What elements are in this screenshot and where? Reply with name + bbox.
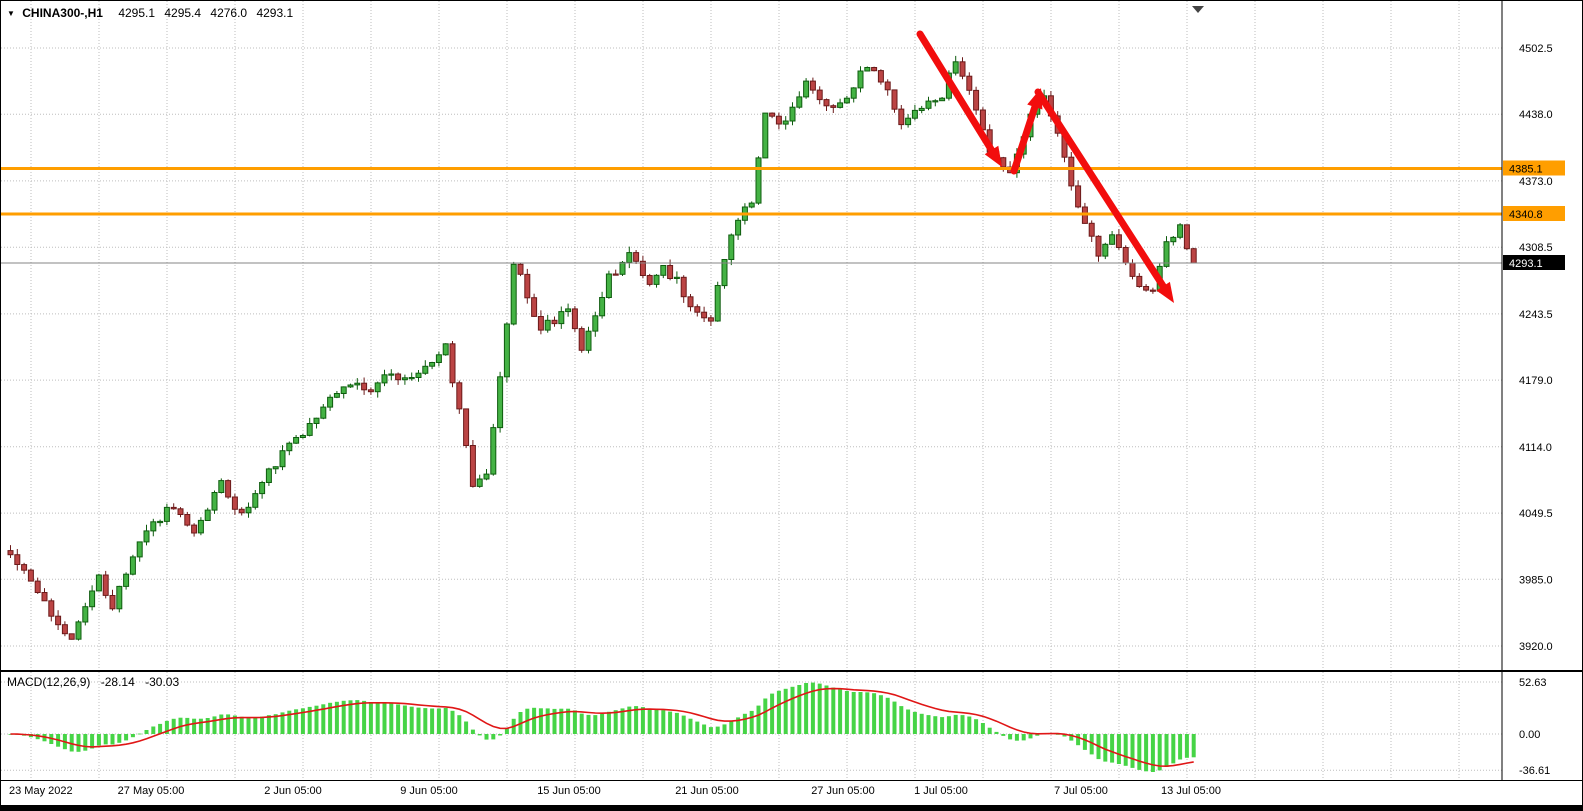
svg-text:3985.0: 3985.0 — [1519, 574, 1553, 586]
svg-text:4114.0: 4114.0 — [1519, 442, 1552, 454]
trend-arrows[interactable] — [916, 30, 1174, 303]
macd-label: MACD(12,26,9) — [7, 675, 91, 689]
time-label: 21 Jun 05:00 — [675, 785, 739, 797]
panel-separator[interactable] — [1, 670, 1582, 672]
time-label: 27 Jun 05:00 — [811, 785, 875, 797]
symbol-period-label: CHINA300-,H1 — [22, 6, 103, 20]
time-axis[interactable]: 23 May 2022 27 May 05:00 2 Jun 05:00 9 Jun … — [1, 782, 1582, 803]
price-grid — [1, 1, 1502, 670]
macd-indicator-canvas[interactable]: 52.63 0.00 -36.61 — [1, 672, 1583, 780]
svg-text:4373.0: 4373.0 — [1519, 176, 1553, 188]
symbol-dropdown-icon[interactable]: ▼ — [7, 9, 15, 18]
price-chart-canvas[interactable]: 4502.5 4438.0 4373.0 4308.5 4243.5 4179.0 4114… — [1, 1, 1583, 670]
time-label: 1 Jul 05:00 — [914, 785, 968, 797]
svg-text:4308.5: 4308.5 — [1519, 242, 1553, 254]
macd-scale[interactable]: 52.63 0.00 -36.61 — [1501, 672, 1583, 780]
svg-text:4502.5: 4502.5 — [1519, 43, 1553, 55]
svg-text:0.00: 0.00 — [1519, 729, 1540, 741]
svg-text:52.63: 52.63 — [1519, 677, 1547, 689]
macd-main-value: -28.14 — [100, 675, 135, 689]
svg-text:4243.5: 4243.5 — [1519, 309, 1553, 321]
chart-shift-marker-icon[interactable] — [1192, 6, 1204, 13]
macd-signal-value: -30.03 — [145, 675, 180, 689]
time-label: 27 May 05:00 — [117, 785, 185, 797]
current-price-badge — [1503, 255, 1565, 270]
price-scale[interactable]: 4502.5 4438.0 4373.0 4308.5 4243.5 4179.0 4114… — [1501, 1, 1583, 670]
time-label: 9 Jun 05:00 — [400, 785, 458, 797]
time-label: 13 Jul 05:00 — [1161, 785, 1221, 797]
time-label: 15 Jun 05:00 — [537, 785, 601, 797]
close-value: 4293.1 — [256, 6, 294, 20]
resistance-level-lines[interactable] — [1, 167, 1502, 216]
open-value: 4295.1 — [118, 6, 156, 20]
candles — [7, 55, 1197, 641]
time-label: 23 May 2022 — [9, 785, 73, 797]
macd-bottom-border — [1, 780, 1582, 781]
macd-histogram — [8, 682, 1196, 772]
svg-text:4049.5: 4049.5 — [1519, 508, 1553, 520]
svg-text:4340.8: 4340.8 — [1509, 209, 1543, 221]
time-label: 2 Jun 05:00 — [264, 785, 322, 797]
ohlc-header: ▼ CHINA300-,H1 4295.1 4295.4 4276.0 4293… — [7, 6, 299, 20]
bottom-scrollbar[interactable] — [1, 805, 1582, 810]
time-label: 7 Jul 05:00 — [1054, 785, 1108, 797]
svg-text:4179.0: 4179.0 — [1519, 375, 1553, 387]
svg-text:-36.61: -36.61 — [1519, 765, 1550, 777]
svg-text:4385.1: 4385.1 — [1509, 164, 1543, 176]
high-value: 4295.4 — [164, 6, 202, 20]
svg-text:3920.0: 3920.0 — [1519, 641, 1553, 653]
macd-header: MACD(12,26,9) -28.14 -30.03 — [7, 675, 179, 689]
macd-signal-line — [10, 687, 1194, 768]
low-value: 4276.0 — [210, 6, 248, 20]
svg-text:4293.1: 4293.1 — [1509, 258, 1543, 270]
svg-text:4438.0: 4438.0 — [1519, 109, 1553, 121]
